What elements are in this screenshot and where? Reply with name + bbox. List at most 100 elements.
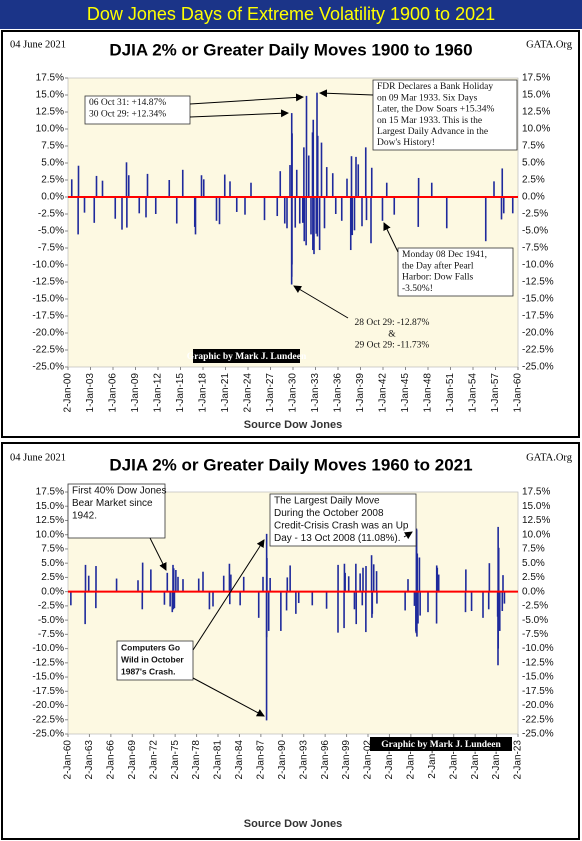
y-tick-label: -15.0%: [32, 672, 64, 683]
bar: [235, 197, 238, 212]
y-tick-label: -22.5%: [32, 345, 64, 356]
bar: [228, 563, 231, 592]
bar: [146, 173, 149, 197]
y-tick-label-right: 0.0%: [522, 586, 545, 597]
bar: [376, 591, 378, 604]
annotation-text: FDR Declares a Bank Holiday: [377, 82, 493, 92]
y-tick-label: 12.5%: [36, 107, 64, 118]
bar: [365, 566, 367, 592]
y-tick-label: 17.5%: [36, 73, 64, 84]
y-tick-label: -17.5%: [32, 686, 64, 697]
annotation-box: [67, 483, 166, 539]
bar: [239, 591, 241, 606]
bar: [175, 570, 177, 592]
bar: [150, 569, 152, 592]
x-tick-label: 1-Jan-18: [198, 373, 209, 413]
bar: [242, 576, 245, 592]
annotation-box: [116, 640, 194, 681]
y-tick-label: 0.0%: [41, 192, 64, 203]
y-tick-label-right: -25.0%: [522, 729, 554, 740]
bar: [169, 591, 171, 607]
x-tick-label: 1-Jan-12: [153, 373, 164, 413]
x-tick-label: 1-Jan-45: [400, 373, 411, 413]
bar: [175, 197, 178, 224]
annotation-text: Wild in October: [121, 654, 184, 664]
y-tick-label-right: -12.5%: [522, 657, 554, 668]
y-tick-label-right: -5.0%: [522, 226, 548, 237]
bar: [315, 197, 318, 234]
bar: [350, 156, 353, 197]
annotation-box: [397, 247, 514, 297]
bar: [173, 591, 176, 609]
x-tick-label: 1-Jan-21: [220, 373, 231, 413]
bar: [171, 591, 174, 613]
bar: [334, 197, 337, 214]
x-tick-label: 1-Jan-57: [490, 373, 501, 413]
y-tick-label: -25.0%: [32, 362, 64, 373]
bar: [250, 182, 252, 197]
bar: [355, 591, 358, 625]
bar: [286, 197, 288, 229]
bar: [365, 591, 367, 633]
bar: [337, 591, 339, 633]
bar: [487, 591, 490, 610]
bar: [87, 575, 90, 592]
bar: [493, 181, 495, 197]
bar: [430, 182, 433, 197]
x-tick-label: 2-Jan-24: [243, 373, 254, 413]
bar: [488, 563, 491, 592]
arrow: [189, 109, 289, 118]
bar: [416, 591, 418, 637]
x-tick-label: 2-Jan-00: [63, 373, 74, 413]
annotation-text: Computers Go: [121, 642, 180, 652]
bar: [95, 175, 98, 197]
y-tick-label-right: 17.5%: [522, 487, 550, 498]
annotation-text: Day - 13 Oct 2008 (11.08%).: [274, 533, 401, 544]
y-tick-label: -15.0%: [32, 294, 64, 305]
x-tick-label: 1-Jan-09: [130, 373, 141, 413]
y-tick-label-right: -10.0%: [522, 643, 554, 654]
y-tick-label-right: -25.0%: [522, 362, 554, 373]
credit-box: [370, 737, 512, 751]
x-tick-label: 1-Jan-42: [378, 373, 389, 413]
bar: [137, 580, 139, 592]
annotation-text: Dow's History!: [377, 138, 435, 148]
bar: [265, 591, 268, 721]
bar: [267, 591, 270, 631]
bar: [266, 558, 268, 592]
bar: [417, 177, 420, 197]
bar: [370, 167, 373, 197]
y-tick-label: 7.5%: [41, 544, 64, 555]
y-tick-label: 17.5%: [36, 487, 64, 498]
y-tick-label: -12.5%: [32, 657, 64, 668]
x-tick-label: 1-Jan-15: [175, 373, 186, 413]
bar: [229, 181, 231, 197]
bar: [365, 197, 368, 221]
arrow: [149, 537, 167, 571]
arrow: [192, 539, 265, 651]
bar: [416, 553, 419, 592]
x-tick-label: 2-Jan-11: [427, 740, 438, 779]
y-tick-label: -5.0%: [38, 226, 64, 237]
bar: [297, 591, 300, 604]
y-tick-label: -20.0%: [32, 700, 64, 711]
bar: [298, 197, 301, 224]
y-tick-label-right: 0.0%: [522, 192, 545, 203]
x-tick-label: 2-Jan-78: [191, 740, 202, 780]
y-tick-label-right: -15.0%: [522, 294, 554, 305]
bar: [404, 591, 406, 611]
x-tick-label: 2-Jan-23: [513, 740, 524, 780]
y-tick-label-right: -12.5%: [522, 277, 554, 288]
bar: [370, 197, 372, 244]
bar: [501, 591, 504, 612]
bar: [77, 197, 79, 235]
y-tick-label: 10.0%: [36, 124, 64, 135]
bar: [141, 591, 144, 610]
bar: [223, 174, 226, 197]
bar: [498, 591, 501, 631]
y-tick-label: 5.0%: [41, 558, 64, 569]
bar: [436, 567, 439, 592]
bar: [364, 147, 367, 197]
arrow: [189, 93, 304, 105]
bar: [511, 197, 514, 214]
